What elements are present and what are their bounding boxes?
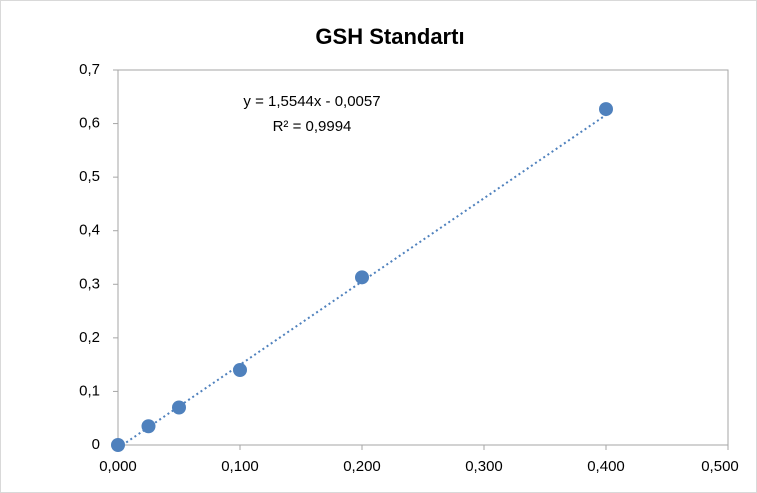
data-point <box>172 400 186 415</box>
x-tick-label: 0,500 <box>701 458 739 475</box>
x-tick-label: 0,400 <box>587 458 625 475</box>
data-point <box>141 419 156 434</box>
x-tick-label: 0,200 <box>343 458 381 475</box>
y-tick-label: 0,3 <box>79 275 100 292</box>
y-tick-label: 0,5 <box>79 168 100 185</box>
x-tick-label: 0,300 <box>465 458 503 475</box>
y-tick-label: 0,2 <box>79 329 100 346</box>
data-point <box>599 102 613 117</box>
data-point <box>355 270 369 285</box>
trend-equation: y = 1,5544x - 0,0057 <box>243 93 380 110</box>
y-tick-label: 0,6 <box>79 115 100 132</box>
data-point <box>111 438 125 452</box>
x-tick-label: 0,100 <box>221 458 259 475</box>
y-tick-label: 0 <box>92 436 100 453</box>
y-tick-label: 0,1 <box>79 382 100 399</box>
y-tick-label: 0,7 <box>79 61 100 78</box>
trend-r-squared: R² = 0,9994 <box>273 118 352 135</box>
x-tick-label: 0,000 <box>99 458 137 475</box>
chart-title: GSH Standartı <box>315 24 464 49</box>
plot-area <box>117 69 729 446</box>
y-tick-label: 0,4 <box>79 222 100 239</box>
data-point <box>233 363 247 377</box>
